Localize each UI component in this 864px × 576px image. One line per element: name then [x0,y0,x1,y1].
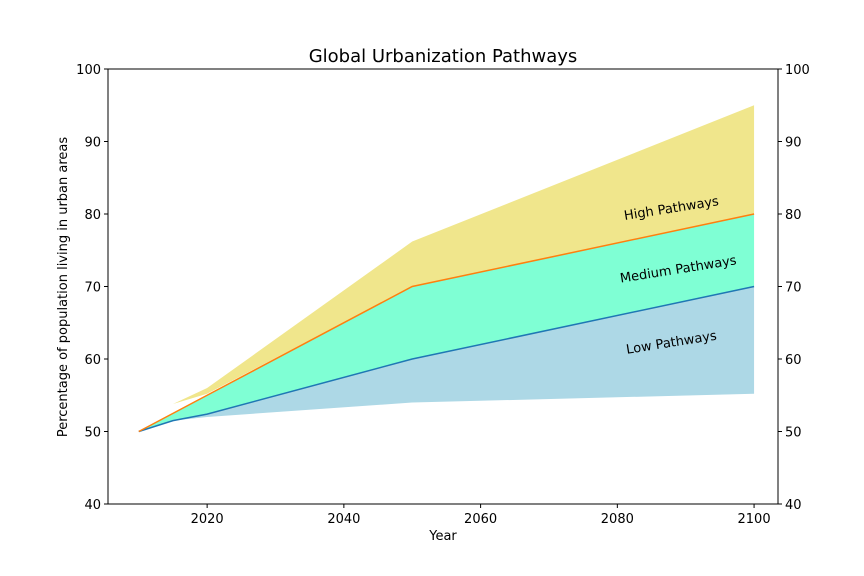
y-tick-label-left: 70 [84,281,101,296]
y-tick-label-right: 80 [785,208,802,223]
y-tick-label-left: 50 [84,426,101,441]
x-axis-label: Year [428,529,457,544]
x-tick-label: 2100 [738,512,771,527]
series-line-2 [138,213,755,433]
band-area-3 [138,286,755,432]
x-tick-label: 2060 [464,512,497,527]
y-tick-label-right: 90 [785,136,802,151]
x-tick-label: 2080 [601,512,634,527]
chart-title: Global Urbanization Pathways [309,46,578,67]
y-tick-label-left: 90 [84,136,101,151]
series-line-1 [138,285,755,433]
y-tick-label-right: 60 [785,353,802,368]
y-tick-label-left: 100 [76,63,101,78]
band-area-1 [138,105,755,432]
y-tick-label-right: 70 [785,281,802,296]
plot-area: 40 40 50 50 60 60 70 70 80 80 90 90 100 100 2020 2040 20… [76,63,810,527]
band-area-2 [138,214,755,432]
y-tick-label-left: 80 [84,208,101,223]
y-axis-label: Percentage of population living in urban… [56,137,71,438]
y-tick-label-left: 60 [84,353,101,368]
x-tick-label: 2040 [327,512,360,527]
y-tick-label-right: 50 [785,426,802,441]
y-tick-label-left: 40 [84,498,101,513]
y-tick-label-right: 100 [785,63,810,78]
x-tick-label: 2020 [191,512,224,527]
y-tick-label-right: 40 [785,498,802,513]
